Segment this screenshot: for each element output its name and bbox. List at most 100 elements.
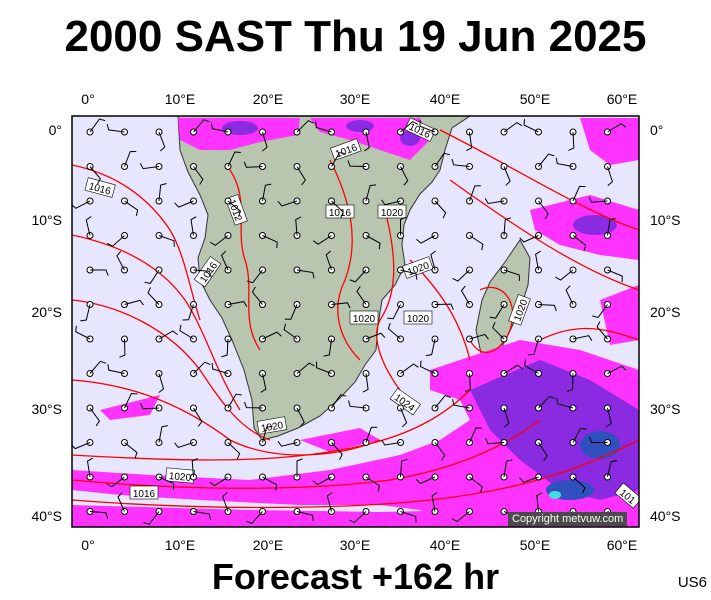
longitude-label: 30°E (340, 537, 371, 553)
wind-barb (296, 120, 315, 133)
wind-barb (193, 511, 212, 520)
wind-barb (555, 157, 574, 167)
wind-barb (193, 166, 204, 185)
wind-barb (210, 122, 229, 133)
wind-barb (503, 269, 521, 281)
wind-barb (296, 407, 305, 428)
wind-barb (556, 397, 574, 409)
longitude-label: 60°E (607, 91, 638, 107)
wind-barb (227, 442, 241, 460)
wind-barb (106, 476, 125, 488)
wind-barb (588, 436, 608, 443)
isobar-label: 1020 (407, 314, 430, 325)
wind-barb (588, 196, 608, 203)
wind-barb (107, 235, 125, 247)
longitude-label: 0° (81, 537, 94, 553)
wind-barb (596, 321, 608, 340)
wind-barb (400, 511, 417, 523)
wind-barb (158, 235, 175, 247)
wind-barb (190, 216, 197, 236)
wind-barb (296, 458, 303, 477)
wind-barb (295, 216, 302, 236)
wind-barb (415, 476, 436, 485)
wind-barb (117, 492, 125, 512)
wind-barb (323, 338, 332, 357)
wind-barb (555, 269, 574, 281)
wind-barb (116, 251, 125, 271)
wind-barb (143, 511, 160, 525)
wind-barb (89, 511, 109, 519)
wind-barb (538, 200, 549, 220)
wind-barb (246, 269, 263, 284)
isobar-label: 1020 (260, 420, 284, 435)
wind-barb (221, 338, 229, 358)
wind-barb (607, 217, 616, 236)
wind-barb (503, 407, 510, 428)
wind-barb (277, 200, 298, 207)
wind-barb (431, 492, 438, 512)
map-frame (71, 115, 640, 528)
wind-barb (260, 373, 267, 393)
wind-barb (144, 269, 160, 284)
wind-barb (331, 394, 347, 409)
longitude-label: 50°E (520, 91, 551, 107)
wind-barb (262, 425, 273, 443)
wind-barb (211, 362, 229, 374)
wind-barb (331, 200, 344, 218)
wind-barb (365, 332, 386, 340)
wind-barb (158, 373, 165, 393)
wind-barb (503, 217, 512, 236)
isobar-label: 1020 (168, 471, 192, 484)
wind-barb (362, 373, 369, 393)
wind-barb (469, 476, 483, 493)
wind-barb (451, 158, 470, 167)
wind-barb (283, 323, 298, 340)
latitude-label: 20°S (31, 304, 62, 320)
latitude-label: 10°S (31, 212, 62, 228)
wind-barb (381, 199, 401, 206)
wind-barb (572, 476, 586, 494)
wind-barb (174, 200, 194, 208)
wind-barb (538, 153, 555, 167)
wind-barb (452, 269, 470, 282)
wind-barb (72, 200, 91, 209)
precip-north (178, 118, 430, 160)
wind-barb (296, 269, 315, 279)
wind-barb (124, 151, 137, 167)
wind-barb (503, 364, 523, 374)
wind-barb (607, 269, 623, 283)
wind-barb (434, 303, 454, 310)
wind-barb (106, 123, 125, 133)
wind-barb (519, 235, 539, 243)
wind-barb (400, 458, 408, 478)
wind-barb (400, 121, 419, 133)
copyright-label: Copyright metvuw.com (508, 512, 628, 526)
latitude-label: 30°S (650, 401, 681, 417)
wind-barb (464, 373, 471, 393)
wind-barb (434, 394, 451, 409)
longitude-label: 10°E (165, 537, 196, 553)
wind-barb (607, 166, 614, 186)
wind-barb (381, 439, 401, 446)
wind-barb (244, 401, 263, 409)
wind-barb (460, 285, 470, 305)
wind-barb (193, 407, 203, 427)
wind-barb (400, 216, 407, 236)
wind-barb (262, 235, 278, 249)
wind-barb (430, 250, 436, 271)
wind-barb (158, 131, 166, 152)
wind-barb (524, 359, 539, 374)
latitude-label: 10°S (650, 212, 681, 228)
wind-barb (331, 302, 351, 309)
wind-barb (538, 395, 556, 409)
wind-barb (572, 335, 593, 341)
wind-barb (469, 185, 481, 202)
wind-barb (243, 161, 263, 168)
wind-barb (568, 131, 575, 151)
wind-barb (261, 131, 268, 152)
longitude-label: 40°E (430, 537, 461, 553)
wind-barb (315, 121, 332, 133)
isobar-label: 1020 (353, 314, 376, 325)
wind-barb (326, 492, 333, 512)
wind-barb (220, 250, 229, 271)
